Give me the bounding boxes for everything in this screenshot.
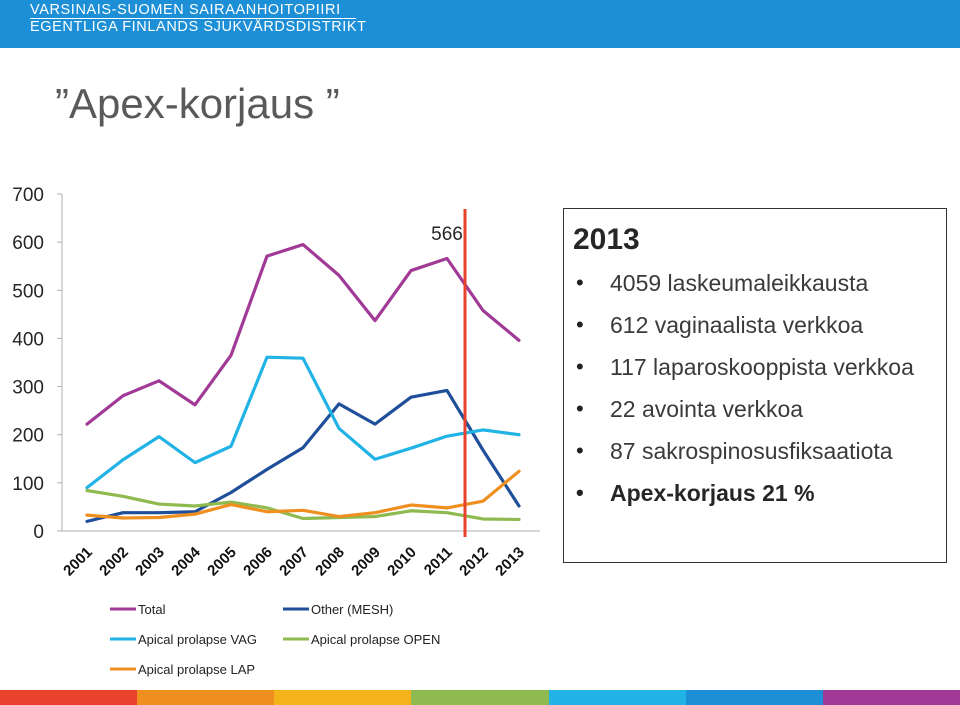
legend-label: Other (MESH) xyxy=(311,602,393,617)
x-tick-label: 2002 xyxy=(96,544,132,580)
series-line-other-mesh xyxy=(85,388,521,523)
x-tick-label: 2007 xyxy=(276,544,312,580)
x-tick-label: 2006 xyxy=(240,544,276,580)
footer-color-segment xyxy=(274,690,412,705)
x-tick-label: 2011 xyxy=(421,544,456,579)
series-line-apical-prolapse-open xyxy=(85,488,521,522)
info-list-item: 117 laparoskooppista verkkoa xyxy=(564,353,946,381)
x-tick-label: 2009 xyxy=(348,544,384,580)
series-line-total xyxy=(85,242,521,426)
slide-title: ”Apex-korjaus ” xyxy=(55,80,340,127)
x-tick-label: 2003 xyxy=(132,544,168,580)
legend: Total Other (MESH) Apical prolapse VAG Apic… xyxy=(110,602,440,677)
y-tick-label: 700 xyxy=(12,185,44,206)
x-tick-label: 2005 xyxy=(204,544,240,580)
footer-color-segment xyxy=(548,690,686,705)
org-name-swedish: EGENTLIGA FINLANDS SJUKVÅRDSDISTRIKT xyxy=(30,19,367,35)
x-tick-label: 2013 xyxy=(492,544,528,580)
x-tick-label: 2008 xyxy=(312,544,348,580)
footer-color-segment xyxy=(685,690,823,705)
org-name-finnish: VARSINAIS-SUOMEN SAIRAANHOITOPIIRI xyxy=(30,2,341,18)
info-list: 4059 laskeumaleikkausta 612 vaginaalista … xyxy=(564,269,946,521)
info-list-item: Apex-korjaus 21 % xyxy=(564,479,946,507)
info-list-item: 612 vaginaalista verkkoa xyxy=(564,311,946,339)
series-line-apical-prolapse-lap xyxy=(85,469,521,520)
y-axis: 0 100 200 300 400 500 600 700 xyxy=(12,185,63,543)
summary-2013-box: 2013 4059 laskeumaleikkausta 612 vaginaal… xyxy=(563,208,947,563)
x-tick-label: 2001 xyxy=(60,544,96,580)
x-tick-label: 2004 xyxy=(168,543,204,579)
legend-label: Total xyxy=(138,602,166,617)
org-header-bar: VARSINAIS-SUOMEN SAIRAANHOITOPIIRI EGENT… xyxy=(0,0,960,48)
footer-color-segment xyxy=(822,690,960,705)
annotation-label: 566 xyxy=(431,224,463,245)
legend-label: Apical prolapse OPEN xyxy=(311,632,440,647)
footer-color-segment xyxy=(137,690,275,705)
y-tick-label: 0 xyxy=(33,522,44,543)
info-list-item: 87 sakrospinosusfiksaatiota xyxy=(564,437,946,465)
series-lines xyxy=(85,242,521,523)
y-tick-label: 200 xyxy=(12,426,44,447)
x-axis: 2001 2002 2003 2004 2005 2006 2007 2008 2009 2010… xyxy=(60,530,540,580)
legend-label: Apical prolapse LAP xyxy=(138,662,255,677)
footer-color-segment xyxy=(0,690,138,705)
annotations: 566 xyxy=(431,224,463,245)
x-tick-label: 2010 xyxy=(384,544,420,580)
info-year: 2013 xyxy=(573,223,640,256)
footer-color-segment xyxy=(411,690,549,705)
y-tick-label: 400 xyxy=(12,329,44,350)
series-line-apical-prolapse-vag xyxy=(85,355,521,490)
footer-color-bar xyxy=(0,690,960,705)
y-tick-label: 600 xyxy=(12,233,44,254)
y-tick-label: 100 xyxy=(12,474,44,495)
info-list-item: 22 avointa verkkoa xyxy=(564,395,946,423)
org-name-divider xyxy=(30,18,356,19)
info-list-item: 4059 laskeumaleikkausta xyxy=(564,269,946,297)
x-tick-label: 2012 xyxy=(456,544,492,580)
y-tick-label: 300 xyxy=(12,378,44,399)
y-tick-label: 500 xyxy=(12,281,44,302)
legend-label: Apical prolapse VAG xyxy=(138,632,257,647)
